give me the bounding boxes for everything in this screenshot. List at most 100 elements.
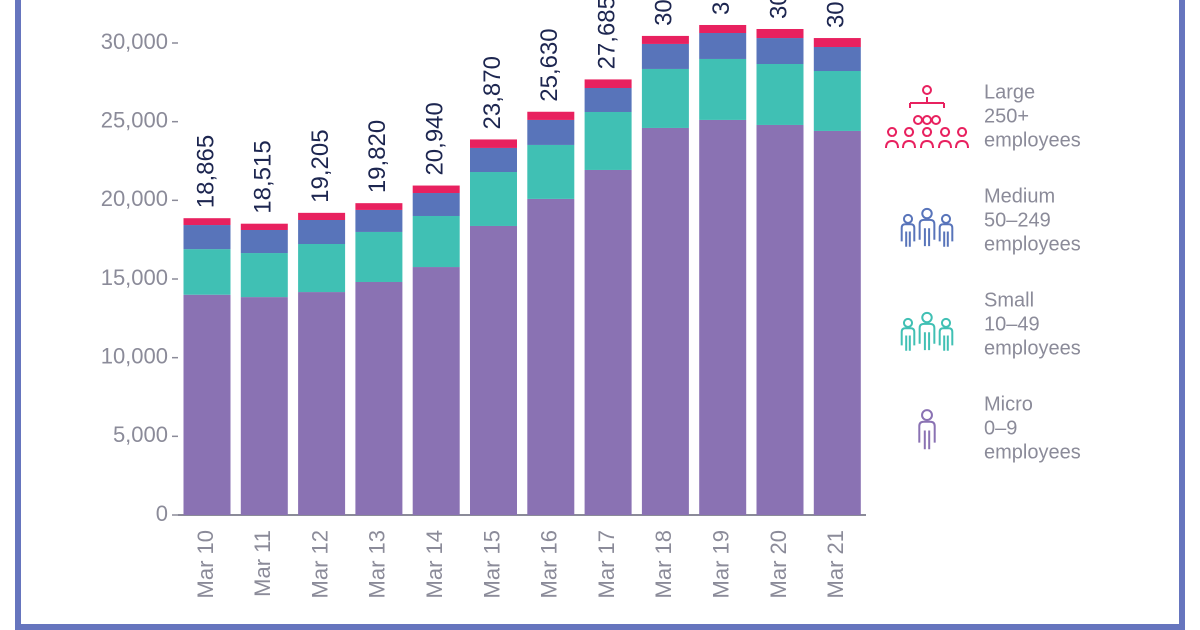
total-label-group: 18,865	[192, 135, 219, 208]
legend-sublabel: employees	[984, 233, 1081, 255]
icon-head	[940, 317, 952, 328]
total-label: 19,820	[364, 120, 391, 193]
y-tick-label: 30,000	[101, 29, 168, 54]
y-tick-label: 0	[156, 501, 168, 526]
bar-segment	[412, 193, 460, 216]
bar-segment	[641, 127, 689, 516]
bar-segment	[641, 68, 689, 128]
x-tick-label: Mar 17	[594, 530, 619, 598]
bar-segment	[699, 119, 747, 515]
x-tick-label: Mar 14	[422, 530, 447, 598]
bar-segment	[813, 71, 861, 131]
bar-segment	[813, 38, 861, 48]
x-tick-label: Mar 18	[651, 530, 676, 598]
total-label: 23,870	[479, 56, 506, 129]
total-label: 30,315	[823, 0, 850, 28]
bar-segment	[756, 64, 804, 125]
bar-segment	[584, 79, 632, 88]
icon-person	[938, 127, 952, 149]
bar-segment	[355, 281, 403, 515]
x-label-group: Mar 12	[307, 530, 332, 598]
icon-head	[902, 213, 914, 224]
total-label-group: 19,205	[307, 129, 334, 202]
x-label-group: Mar 20	[766, 530, 791, 598]
icon-body	[918, 322, 936, 351]
bar-segment	[527, 119, 575, 145]
bar-segment	[412, 215, 460, 268]
legend-icon	[900, 207, 954, 247]
y-tick-label: 15,000	[101, 265, 168, 290]
legend-icon	[918, 409, 936, 450]
total-label-group: 20,940	[422, 102, 449, 175]
bar-segment	[183, 294, 231, 515]
frame-left	[15, 0, 21, 630]
x-tick-label: Mar 10	[193, 530, 218, 598]
total-label: 31,145	[708, 0, 735, 15]
y-tick-label: 10,000	[101, 343, 168, 368]
icon-person	[920, 127, 934, 149]
total-label-group: 19,820	[364, 120, 391, 193]
x-label-group: Mar 18	[651, 530, 676, 598]
x-tick-label: Mar 11	[250, 530, 275, 597]
icon-person	[902, 127, 916, 149]
icon-head	[931, 115, 941, 125]
icon-body	[918, 218, 936, 247]
bar-segment	[470, 147, 517, 173]
bar-segment	[756, 38, 804, 65]
icon-head	[902, 317, 914, 328]
legend-sublabel: 0–9	[984, 417, 1017, 439]
total-label: 30,450	[651, 0, 678, 26]
legend-icon	[885, 85, 969, 149]
x-tick-label: Mar 13	[365, 530, 390, 598]
bar-segment	[699, 58, 747, 120]
bar-segment	[298, 220, 346, 244]
total-label-group: 23,870	[479, 56, 506, 129]
total-label: 30,890	[765, 0, 792, 19]
x-label-group: Mar 13	[365, 530, 390, 598]
legend-label: Micro	[984, 393, 1033, 415]
bar-segment	[298, 292, 346, 515]
y-tick-label: 20,000	[101, 186, 168, 211]
bar-segment	[355, 231, 403, 282]
icon-head	[913, 115, 923, 125]
bar-segment	[699, 24, 747, 34]
bar-segment	[240, 297, 288, 515]
bar-segment	[298, 212, 346, 220]
total-label: 18,865	[192, 135, 219, 208]
legend-label: Large	[984, 81, 1035, 103]
total-label: 20,940	[422, 102, 449, 175]
icon-body	[918, 420, 936, 450]
legend-sublabel: employees	[984, 337, 1081, 359]
legend-sublabel: 250+	[984, 105, 1029, 127]
x-tick-label: Mar 16	[537, 530, 562, 598]
icon-head	[921, 311, 933, 324]
x-tick-label: Mar 12	[307, 530, 332, 598]
total-label-group: 27,685	[593, 0, 620, 69]
bar-segment	[699, 33, 747, 59]
bar-segment	[584, 169, 632, 515]
total-label-group: 25,630	[536, 28, 563, 101]
icon-head	[922, 115, 932, 125]
bar-segment	[412, 185, 460, 194]
legend-label: Small	[984, 289, 1034, 311]
x-label-group: Mar 14	[422, 530, 447, 598]
icon-head	[940, 213, 952, 224]
legend-icon	[900, 311, 954, 351]
icon-body	[900, 223, 916, 247]
bar-segment	[298, 243, 346, 293]
bar-segment	[240, 223, 288, 230]
x-label-group: Mar 16	[537, 530, 562, 598]
x-tick-label: Mar 21	[823, 530, 848, 598]
icon-person	[885, 127, 899, 149]
bar-segment	[527, 198, 575, 515]
bar-segment	[470, 225, 517, 515]
legend-label: Medium	[984, 185, 1055, 207]
total-label-group: 30,890	[765, 0, 792, 19]
bar-segment	[355, 203, 403, 210]
bar-segment	[527, 144, 575, 199]
icon-person	[955, 127, 969, 149]
icon-body	[900, 327, 916, 351]
bar-segment	[240, 229, 288, 254]
y-tick-label: 25,000	[101, 107, 168, 132]
